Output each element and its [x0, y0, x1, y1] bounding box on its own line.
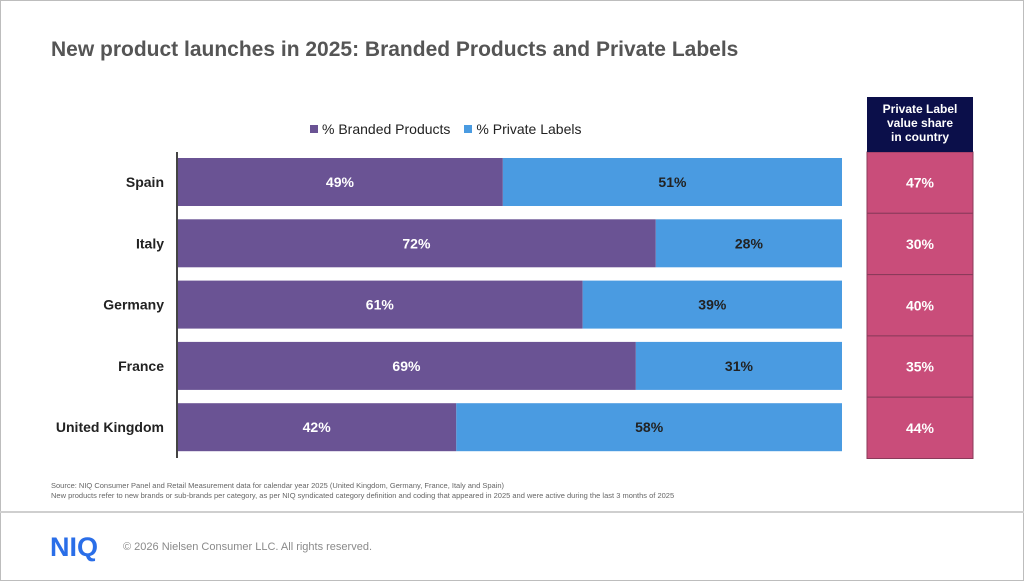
footer-divider	[0, 511, 1024, 513]
legend: % Branded Products % Private Labels	[310, 121, 581, 137]
legend-swatch-private	[464, 125, 473, 133]
side-table-value: 30%	[906, 236, 935, 252]
bar-private	[635, 341, 842, 390]
bar-private	[582, 280, 842, 329]
data-label: 58%	[635, 419, 664, 435]
source-line-2: New products refer to new brands or sub-…	[51, 491, 675, 500]
data-label: 28%	[735, 235, 764, 251]
bar-branded	[177, 280, 583, 329]
legend-item-private: % Private Labels	[464, 121, 581, 137]
side-table-value: 44%	[906, 420, 935, 436]
data-label: 31%	[725, 358, 754, 374]
bar-private	[655, 219, 842, 268]
category-label: United Kingdom	[56, 419, 164, 435]
legend-swatch-branded	[310, 125, 318, 133]
data-label: 49%	[326, 174, 355, 190]
category-label: France	[118, 358, 164, 374]
data-label: 42%	[303, 419, 332, 435]
bar-private	[456, 403, 842, 452]
side-table-cell	[866, 212, 974, 276]
side-table-value: 35%	[906, 359, 935, 375]
data-label: 61%	[366, 297, 395, 313]
copyright: © 2026 Nielsen Consumer LLC. All rights …	[123, 541, 372, 553]
chart-title: New product launches in 2025: Branded Pr…	[51, 38, 739, 61]
category-label: Italy	[136, 235, 164, 251]
side-table-header-text: Private Label	[883, 102, 958, 116]
side-table-cell	[866, 335, 974, 398]
niq-logo: NIQ	[50, 532, 99, 562]
side-table-cell	[866, 274, 974, 337]
bar-branded	[177, 158, 503, 206]
legend-label-branded: % Branded Products	[322, 121, 451, 137]
data-label: 39%	[698, 297, 727, 313]
side-table-header-text: in country	[891, 130, 949, 144]
side-table-header	[867, 97, 973, 152]
data-label: 69%	[392, 358, 421, 374]
side-table-header-text: value share	[887, 116, 953, 130]
side-table-cell	[866, 396, 974, 460]
bar-private	[502, 158, 842, 206]
data-label: 72%	[402, 235, 431, 251]
bar-branded	[177, 341, 636, 390]
source-line-1: Source: NIQ Consumer Panel and Retail Me…	[51, 481, 505, 490]
bar-branded	[177, 219, 656, 268]
data-label: 51%	[658, 174, 687, 190]
source-note: Source: NIQ Consumer Panel and Retail Me…	[51, 481, 674, 501]
legend-label-private: % Private Labels	[476, 121, 582, 137]
legend-item-branded: % Branded Products	[310, 121, 450, 137]
side-table-value: 40%	[906, 297, 935, 313]
bar-branded	[177, 403, 457, 452]
category-label: Spain	[126, 174, 164, 190]
side-table-value: 47%	[906, 175, 935, 191]
category-label: Germany	[103, 297, 164, 313]
